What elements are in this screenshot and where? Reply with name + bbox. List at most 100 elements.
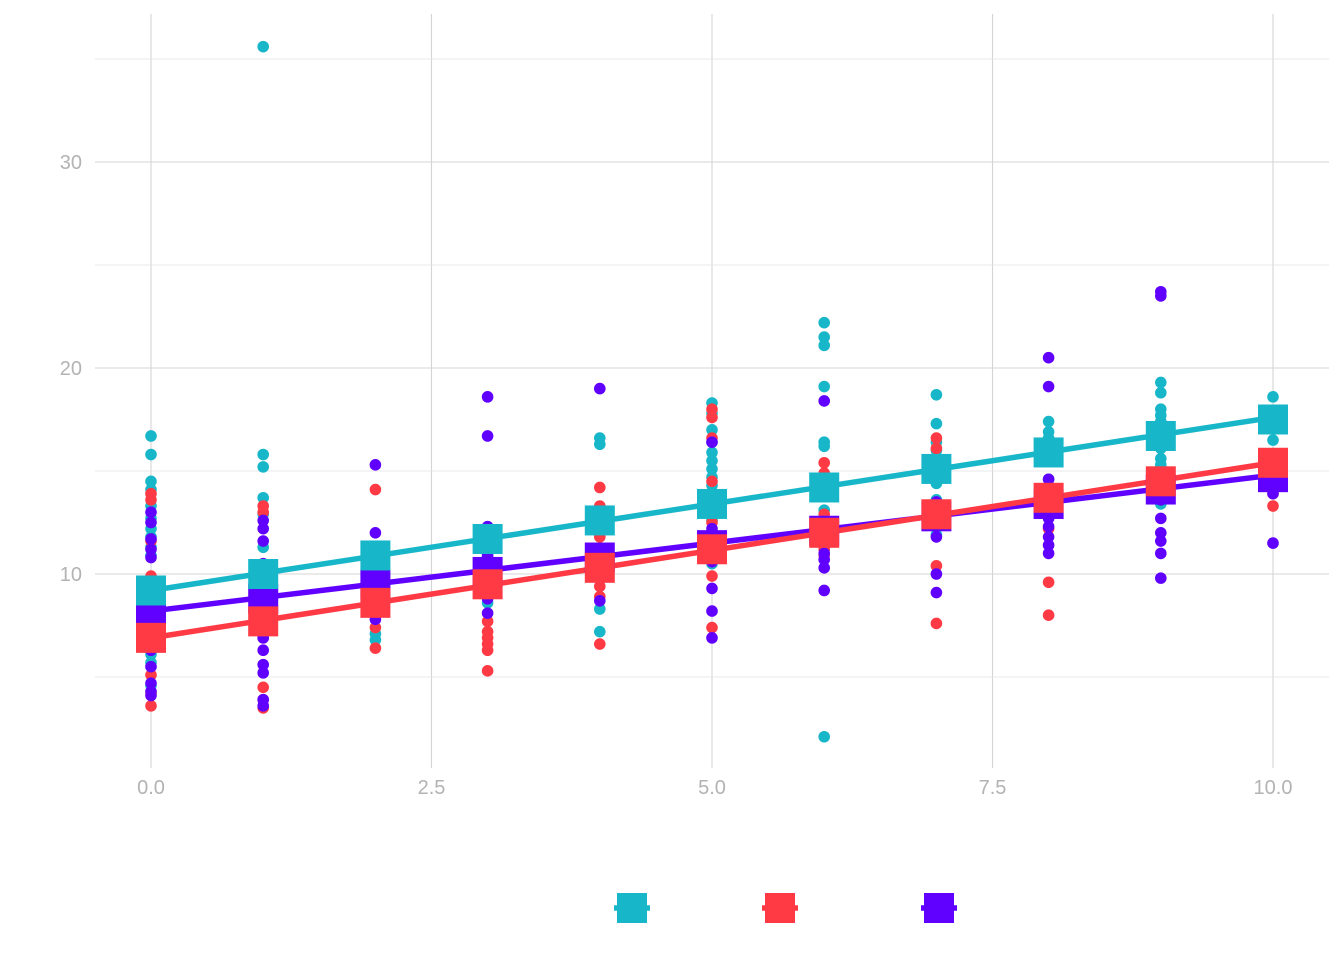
data-point <box>818 584 830 597</box>
data-point <box>1042 520 1055 533</box>
data-point <box>594 603 606 615</box>
data-point <box>1267 391 1279 403</box>
data-point <box>369 459 382 471</box>
data-point <box>594 438 606 451</box>
data-point <box>481 644 494 657</box>
data-point <box>930 442 943 455</box>
mean-marker <box>1145 466 1176 497</box>
data-point <box>145 494 157 506</box>
data-point <box>930 568 943 580</box>
mean-marker <box>360 587 391 618</box>
mean-marker <box>809 517 840 548</box>
data-point <box>145 506 157 518</box>
data-point <box>1042 547 1055 560</box>
data-point <box>706 454 718 467</box>
data-point <box>706 475 718 488</box>
x-tick-label: 10.0 <box>1254 777 1293 799</box>
mean-marker <box>1258 447 1288 478</box>
y-tick-label: 30 <box>60 152 82 174</box>
data-point <box>930 559 943 572</box>
data-point <box>706 463 718 475</box>
data-point <box>257 461 270 473</box>
data-point <box>145 660 157 673</box>
data-point <box>369 642 382 654</box>
data-point <box>594 481 606 494</box>
data-point <box>818 316 830 329</box>
data-point <box>1042 473 1055 486</box>
data-point <box>706 424 718 436</box>
mean-marker <box>809 472 840 503</box>
y-axis: 10 20 30 <box>60 152 82 586</box>
data-point <box>930 388 943 401</box>
data-point <box>481 607 494 619</box>
data-point <box>257 644 270 657</box>
data-point <box>257 700 270 712</box>
data-point <box>369 483 382 496</box>
data-point <box>594 382 606 395</box>
data-point <box>257 448 270 461</box>
data-point <box>145 700 157 712</box>
data-point <box>481 430 494 442</box>
data-point <box>594 594 606 607</box>
data-point <box>818 395 830 407</box>
data-point <box>930 617 943 630</box>
data-point <box>1155 572 1167 584</box>
x-tick-label: 2.5 <box>418 777 446 799</box>
mean-marker <box>1258 404 1288 435</box>
grid <box>95 14 1329 768</box>
x-tick-label: 0.0 <box>137 777 165 799</box>
data-point <box>145 533 157 545</box>
data-point <box>818 456 830 469</box>
data-point <box>145 669 157 681</box>
data-point <box>257 681 270 694</box>
data-point <box>257 506 270 518</box>
data-point <box>706 605 718 617</box>
data-point <box>257 40 270 53</box>
data-point <box>1267 500 1279 512</box>
mean-marker <box>248 559 279 589</box>
mean-marker <box>921 453 952 484</box>
data-point <box>1267 434 1279 446</box>
data-point <box>818 562 830 574</box>
data-point <box>930 432 943 444</box>
data-point <box>706 411 718 424</box>
data-point <box>1042 609 1055 621</box>
data-point <box>145 516 157 529</box>
x-tick-label: 5.0 <box>698 777 726 799</box>
data-point <box>706 582 718 595</box>
legend-key-square <box>765 893 795 923</box>
data-point <box>818 553 830 566</box>
data-point <box>706 621 718 634</box>
legend-key-square <box>617 893 647 923</box>
data-point <box>145 551 157 564</box>
data-point <box>257 667 270 679</box>
legend-key <box>921 893 957 923</box>
legend-key <box>614 893 650 923</box>
legend-key <box>762 893 798 923</box>
data-point <box>145 689 157 702</box>
data-point <box>257 491 270 504</box>
data-point <box>818 331 830 343</box>
data-point <box>706 570 718 582</box>
mean-marker <box>584 552 615 583</box>
data-point <box>1155 535 1167 547</box>
data-point <box>706 436 718 448</box>
mean-marker <box>472 523 503 554</box>
data-point <box>1155 547 1167 560</box>
mean-marker <box>697 534 727 565</box>
data-point <box>706 632 718 644</box>
data-point <box>257 522 270 535</box>
data-point <box>145 448 157 461</box>
data-point <box>481 665 494 677</box>
data-point <box>1155 512 1167 525</box>
mean-marker <box>472 569 503 600</box>
y-tick-label: 20 <box>60 358 82 380</box>
data-point <box>1155 527 1167 539</box>
mean-marker <box>248 606 279 637</box>
mean-marker <box>921 499 952 530</box>
mean-marker <box>1033 437 1064 468</box>
mean-marker <box>584 505 615 536</box>
data-point <box>1042 539 1055 551</box>
mean-marker <box>136 622 166 653</box>
